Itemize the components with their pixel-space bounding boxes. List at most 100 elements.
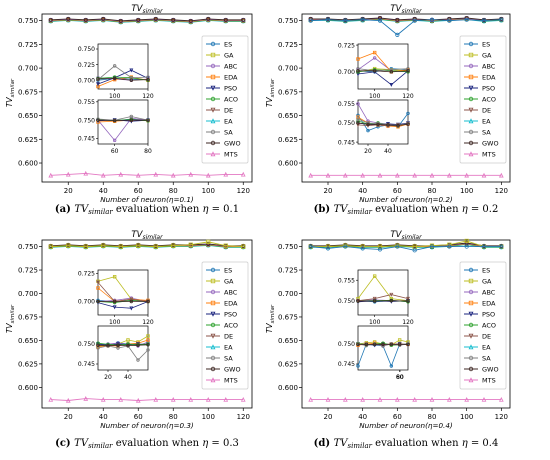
inset-series-gwo-point: [96, 77, 100, 81]
inset-upper: 0.750 0.755 100 120: [338, 269, 414, 326]
inset-x-tick-label: 100: [109, 93, 121, 100]
y-tick-label: 0.675: [278, 88, 298, 96]
inset-series-gwo-point: [126, 343, 130, 348]
inset-lower: 0.745 0.750 20 40: [78, 325, 150, 381]
y-tick-label: 0.625: [18, 136, 38, 144]
legend-label: ABC: [482, 289, 496, 297]
inset-x-tick-label: 100: [109, 319, 121, 326]
caption-value: = 0.3: [208, 438, 239, 449]
inset-series-eda-point: [372, 50, 377, 55]
x-axis-label: Number of neuron(η=0.3): [100, 421, 194, 430]
legend-label: GWO: [224, 140, 241, 148]
series-ga-point: [377, 244, 383, 249]
inset-upper: 0.700 0.725 100 120: [338, 42, 414, 100]
legend-label: DE: [482, 107, 491, 115]
legend-label: DE: [224, 333, 233, 341]
inset-series-abc-point: [112, 138, 117, 143]
series-ga-point: [101, 243, 106, 248]
series-mts-point: [48, 396, 54, 402]
series-mts-point: [394, 396, 400, 402]
series-mts-point: [481, 172, 487, 178]
legend-marker: [210, 96, 216, 102]
caption-value: = 0.1: [208, 204, 239, 215]
y-axis-label: TVsimilar: [265, 304, 276, 333]
legend-label: DE: [224, 107, 233, 115]
chart-title: TVsimilar: [390, 230, 422, 241]
series-mts-point: [153, 171, 159, 177]
inset-series-pso-point: [129, 68, 134, 73]
legend-label: ES: [482, 267, 490, 275]
x-tick-label: 60: [134, 413, 143, 421]
legend-label: GA: [482, 52, 492, 60]
inset-frame: [97, 325, 149, 371]
inset-y-tick-label: 0.750: [78, 117, 95, 124]
chart-title-sub: similar: [401, 234, 422, 241]
inset-series-aco-line: [97, 76, 149, 81]
inset-series-gwo-point: [372, 69, 377, 73]
caption-value: = 0.4: [468, 438, 499, 449]
series-mts-point: [188, 396, 194, 402]
inset-series-gwo-point: [381, 342, 385, 347]
inset-x-tick-label: 20: [104, 374, 112, 381]
inset-series-pso-point: [96, 82, 100, 87]
series-mts-point: [429, 396, 435, 402]
legend-label: EDA: [482, 74, 496, 82]
legend-marker: [468, 74, 474, 80]
inset-series-gwo-point: [129, 78, 134, 82]
inset-series-gwo-point: [389, 298, 394, 303]
caption-tv-sub: similar: [88, 442, 113, 450]
inset-y-tick-label: 0.700: [78, 77, 95, 84]
inset-series-gwo-point: [106, 343, 110, 348]
series-es-point: [377, 18, 383, 23]
inset-series-gwo-point: [406, 69, 410, 73]
x-tick-label: 80: [428, 413, 437, 421]
inset-series-abc-point: [366, 119, 370, 123]
legend-label: MTS: [482, 151, 496, 159]
y-axis-label: TVsimilar: [5, 78, 16, 107]
legend-marker: [468, 85, 474, 91]
inset-lower: 0.745 0.750 0.755 20 40: [338, 99, 410, 155]
x-tick-label: 20: [324, 413, 333, 421]
inset-y-tick-label: 0.750: [338, 341, 355, 348]
panel-c: TVsimilar0.6000.6250.6500.6750.7000.7250…: [5, 230, 253, 450]
caption-tv-sub: similar: [348, 442, 373, 450]
legend-marker: [468, 41, 474, 47]
caption-label: (b): [314, 204, 334, 215]
legend-marker: [468, 107, 474, 113]
inset-series-gwo-point: [356, 121, 360, 125]
inset-x-tick-label: 20: [364, 148, 372, 155]
chart-title-sub: similar: [401, 8, 422, 15]
panel-caption: (a) TVsimilar evaluation when η = 0.1: [55, 204, 239, 216]
inset-series-sa-point: [112, 64, 117, 68]
series-ga-point: [206, 239, 211, 244]
series-mts-point: [118, 396, 124, 402]
series-ga-point: [464, 238, 469, 244]
y-tick-label: 0.600: [18, 160, 38, 168]
inset-y-tick-label: 0.745: [338, 361, 355, 368]
x-tick-label: 80: [169, 187, 178, 195]
inset-series-de-point: [129, 297, 134, 302]
inset-series-ga-point: [126, 338, 130, 342]
inset-series-sa-point: [356, 66, 360, 71]
series-mts-point: [342, 172, 348, 178]
inset-x-tick-label: 100: [369, 93, 381, 100]
panel-b: TVsimilar0.6000.6250.6500.6750.7000.7250…: [265, 4, 511, 216]
series-mts-point: [205, 172, 211, 178]
y-tick-label: 0.700: [18, 290, 38, 298]
legend-marker: [210, 366, 216, 372]
series-es-point: [447, 18, 452, 23]
main-band-series-point: [395, 17, 400, 22]
inset-series-gwo-point: [96, 343, 100, 347]
series-mts-point: [135, 397, 141, 403]
series-mts-point: [360, 172, 366, 178]
legend-label: GA: [482, 278, 492, 286]
series-mts-point: [464, 172, 470, 178]
inset-series-ga-point: [146, 334, 150, 338]
legend-label: GWO: [482, 366, 499, 374]
main-band-series-point: [188, 18, 193, 23]
legend: ES GA ABC EDA PSO ACO DE EA SA GWO MTS: [459, 35, 507, 164]
legend: ES GA ABC EDA PSO ACO DE EA SA GWO MTS: [201, 261, 249, 390]
y-tick-label: 0.700: [278, 65, 298, 73]
legend-label: SA: [482, 129, 491, 137]
